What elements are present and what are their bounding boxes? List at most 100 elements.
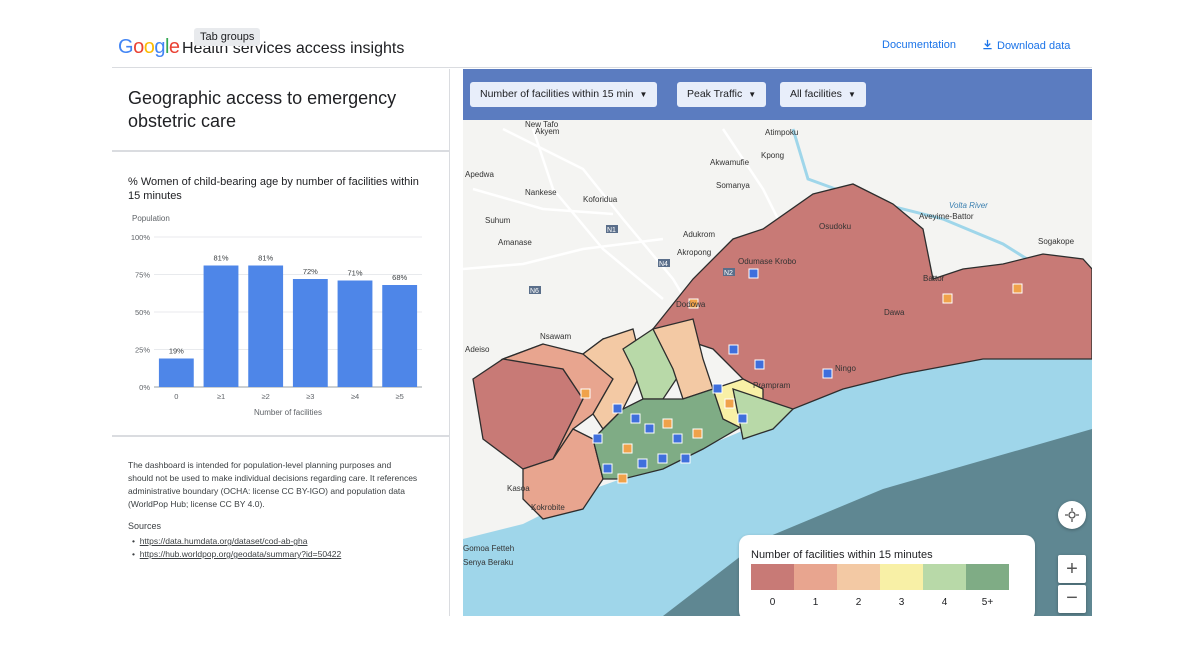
documentation-link[interactable]: Documentation bbox=[882, 39, 956, 51]
legend-swatch bbox=[794, 564, 837, 590]
x-tick-label: ≥3 bbox=[306, 392, 314, 401]
place-label: Kokrobite bbox=[531, 503, 565, 512]
map-filter-bar: Number of facilities within 15 min ▼ Peak… bbox=[463, 69, 1092, 120]
source-link[interactable]: https://data.humdata.org/dataset/cod-ab-… bbox=[139, 536, 308, 546]
zoom-out-button[interactable]: − bbox=[1058, 585, 1086, 613]
download-icon bbox=[983, 39, 992, 50]
x-tick-label: 0 bbox=[174, 392, 178, 401]
road-label: N4 bbox=[659, 261, 668, 268]
legend-title: Number of facilities within 15 minutes bbox=[751, 549, 933, 561]
y-axis-label: Population bbox=[132, 214, 170, 223]
legend-swatch bbox=[923, 564, 966, 590]
legend-label: 2 bbox=[855, 597, 862, 608]
x-tick-label: ≥4 bbox=[351, 392, 359, 401]
x-axis-label: Number of facilities bbox=[254, 408, 322, 417]
app-header: Google Health services access insights T… bbox=[112, 20, 1092, 68]
place-label: Nsawam bbox=[540, 332, 571, 341]
tab-groups-tooltip: Tab groups bbox=[194, 28, 261, 46]
place-label: Somanya bbox=[716, 181, 750, 190]
data-label: 81% bbox=[258, 254, 273, 263]
place-label: Osudoku bbox=[819, 222, 851, 231]
place-label: Ningo bbox=[835, 364, 856, 373]
place-label: Volta River bbox=[949, 201, 988, 210]
bar-chart: Population 0% 25% 50% 75% 100% 19% 0 81% ≥1 81% ≥2 7… bbox=[131, 214, 422, 417]
sources-heading: Sources bbox=[128, 521, 162, 531]
place-label: Dodowa bbox=[676, 300, 706, 309]
app-frame: Google Health services access insights T… bbox=[112, 20, 1092, 616]
place-label: Apedwa bbox=[465, 170, 494, 179]
legend-swatch bbox=[880, 564, 923, 590]
legend-label: 3 bbox=[898, 597, 905, 608]
facility-markers[interactable] bbox=[580, 268, 1023, 484]
y-tick-label: 75% bbox=[135, 271, 150, 280]
place-label: Akwamufie bbox=[710, 158, 750, 167]
traffic-dropdown-label: Peak Traffic bbox=[687, 88, 743, 100]
place-label: Adeiso bbox=[465, 345, 490, 354]
y-tick-label: 100% bbox=[131, 233, 151, 242]
bar bbox=[203, 265, 239, 387]
data-label: 68% bbox=[392, 273, 407, 282]
place-labels: New Tafo Akyem Atimpoku Kpong Akwamufie … bbox=[463, 120, 1075, 567]
map-legend: Number of facilities within 15 minutes 0… bbox=[739, 535, 1035, 616]
x-tick-label: ≥2 bbox=[262, 392, 270, 401]
legend-label: 5+ bbox=[981, 597, 994, 608]
download-data-label: Download data bbox=[997, 40, 1071, 52]
place-label: Battor bbox=[923, 274, 945, 283]
roads bbox=[463, 127, 795, 330]
left-panel: Geographic access to emergency obstetric… bbox=[112, 69, 450, 616]
y-tick-label: 25% bbox=[135, 346, 150, 355]
place-label: Prampram bbox=[753, 381, 791, 390]
metric-dropdown-label: Number of facilities within 15 min bbox=[480, 88, 634, 100]
facilities-dropdown[interactable]: All facilities ▼ bbox=[780, 82, 866, 107]
road-label: N6 bbox=[530, 288, 539, 295]
place-label: Kasoa bbox=[507, 484, 530, 493]
place-label: Akyem bbox=[535, 127, 560, 136]
bar bbox=[248, 265, 284, 387]
place-label: Adukrom bbox=[683, 230, 715, 239]
place-label: Aveyime-Battor bbox=[919, 212, 974, 221]
caret-down-icon: ▼ bbox=[847, 90, 856, 99]
legend-label: 4 bbox=[941, 597, 948, 608]
place-label: New Tafo bbox=[525, 120, 559, 129]
legend-swatch bbox=[966, 564, 1009, 590]
caret-down-icon: ▼ bbox=[748, 90, 757, 99]
place-label: Sogakope bbox=[1038, 237, 1075, 246]
source-item: • https://hub.worldpop.org/geodata/summa… bbox=[132, 549, 342, 559]
divider bbox=[112, 150, 450, 152]
data-label: 71% bbox=[347, 269, 362, 278]
place-label: Senya Beraku bbox=[463, 558, 513, 567]
page-title: Geographic access to emergency obstetric… bbox=[128, 88, 397, 131]
map-canvas[interactable]: New Tafo Akyem Atimpoku Kpong Akwamufie … bbox=[463, 69, 1092, 616]
place-label: Gomoa Fetteh bbox=[463, 544, 514, 553]
place-label: Akropong bbox=[677, 248, 711, 257]
place-label: Dawa bbox=[884, 308, 905, 317]
place-label: Koforidua bbox=[583, 195, 618, 204]
y-tick-label: 0% bbox=[139, 383, 150, 392]
map-view[interactable]: New Tafo Akyem Atimpoku Kpong Akwamufie … bbox=[463, 69, 1092, 616]
data-label: 72% bbox=[303, 267, 318, 276]
place-label: Amanase bbox=[498, 238, 532, 247]
metric-dropdown[interactable]: Number of facilities within 15 min ▼ bbox=[470, 82, 658, 107]
x-tick-label: ≥1 bbox=[217, 392, 225, 401]
place-label: Suhum bbox=[485, 216, 511, 225]
road-badges: N1 N4 N6 N2 bbox=[529, 225, 735, 295]
data-label: 19% bbox=[169, 347, 184, 356]
disclaimer-text: The dashboard is intended for population… bbox=[128, 460, 418, 509]
zoom-in-button[interactable]: + bbox=[1058, 555, 1086, 583]
facilities-dropdown-label: All facilities bbox=[790, 88, 842, 100]
recenter-button[interactable] bbox=[1058, 501, 1086, 529]
district-regions bbox=[472, 183, 1092, 520]
x-tick-label: ≥5 bbox=[396, 392, 404, 401]
place-label: Nankese bbox=[525, 188, 557, 197]
data-label: 81% bbox=[213, 254, 228, 263]
bar bbox=[337, 280, 373, 387]
bar bbox=[158, 358, 194, 387]
divider bbox=[112, 435, 450, 437]
place-label: Atimpoku bbox=[765, 128, 798, 137]
traffic-dropdown[interactable]: Peak Traffic ▼ bbox=[677, 82, 767, 107]
download-data-link[interactable]: Download data bbox=[982, 39, 1070, 52]
legend-label: 1 bbox=[812, 597, 819, 608]
source-link[interactable]: https://hub.worldpop.org/geodata/summary… bbox=[139, 549, 342, 559]
bar bbox=[382, 285, 418, 387]
google-logo: Google bbox=[118, 36, 180, 58]
